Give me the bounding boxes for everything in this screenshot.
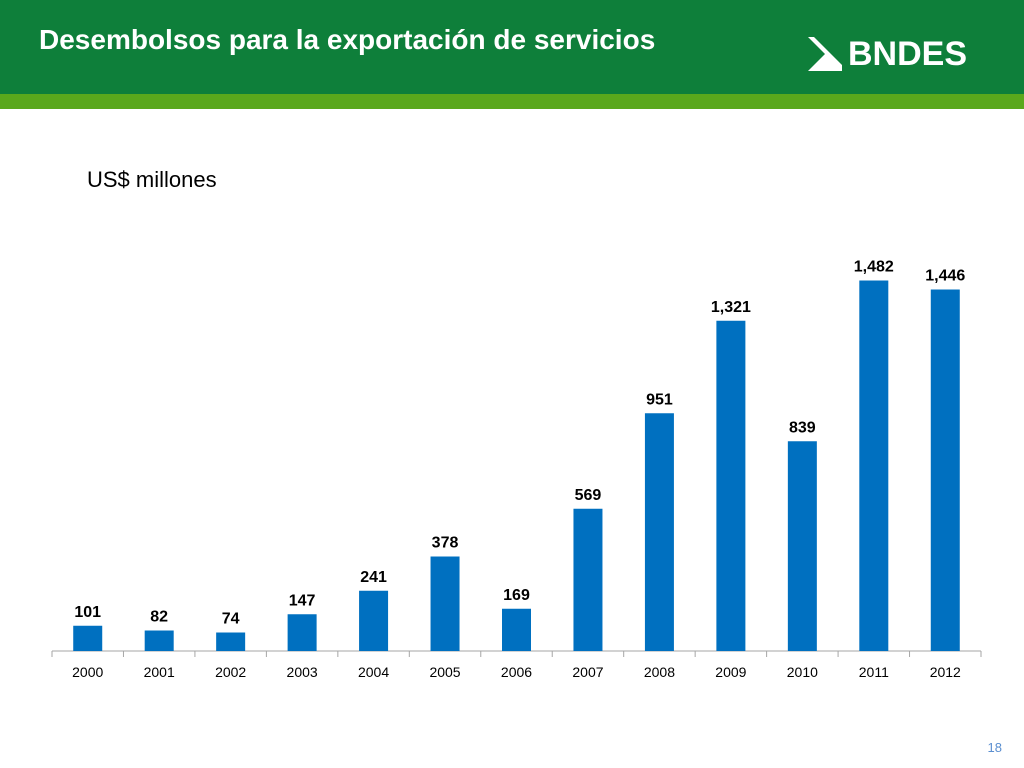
data-label-2010: 839 — [789, 419, 816, 436]
bar-2009 — [716, 320, 746, 651]
bar-2008 — [644, 413, 674, 651]
slide-title: Desembolsos para la exportación de servi… — [39, 24, 656, 55]
bar-2000 — [73, 625, 103, 651]
data-label-2006: 169 — [503, 587, 530, 604]
bndes-logo: BNDES — [808, 36, 967, 72]
x-tick-label-2009: 2009 — [715, 664, 746, 680]
x-tick-label-2005: 2005 — [429, 664, 460, 680]
bar-2002 — [216, 632, 246, 651]
x-tick-label-2006: 2006 — [501, 664, 532, 680]
bar-2005 — [430, 556, 460, 651]
bar-2003 — [287, 614, 317, 651]
x-tick-label-2012: 2012 — [930, 664, 961, 680]
x-tick-label-2001: 2001 — [144, 664, 175, 680]
bar-2012 — [930, 289, 960, 651]
x-tick-label-2004: 2004 — [358, 664, 389, 680]
x-tick-label-2003: 2003 — [287, 664, 318, 680]
logo-text: BNDES — [848, 35, 968, 73]
header-bar — [0, 0, 1024, 94]
header-stripe — [0, 94, 1024, 109]
x-tick-label-2010: 2010 — [787, 664, 818, 680]
unit-label: US$ millones — [87, 167, 217, 192]
data-label-2012: 1,446 — [925, 268, 965, 285]
data-label-2009: 1,321 — [711, 299, 751, 316]
data-label-2007: 569 — [575, 487, 602, 504]
data-label-2005: 378 — [432, 535, 459, 552]
bar-2006 — [502, 608, 531, 651]
x-tick-label-2011: 2011 — [859, 664, 889, 680]
data-label-2001: 82 — [150, 609, 168, 626]
x-tick-label-2007: 2007 — [572, 664, 603, 680]
bar-2001 — [144, 630, 174, 651]
data-label-2004: 241 — [360, 569, 387, 586]
bar-2004 — [359, 590, 389, 651]
data-label-2008: 951 — [646, 391, 673, 408]
bar-2011 — [859, 280, 889, 651]
page-number: 18 — [987, 740, 1002, 755]
bar-2010 — [787, 441, 817, 651]
data-label-2000: 101 — [74, 604, 101, 621]
x-tick-label-2002: 2002 — [215, 664, 246, 680]
x-tick-label-2000: 2000 — [72, 664, 103, 680]
bar-2007 — [573, 508, 603, 651]
data-label-2011: 1,482 — [854, 259, 894, 276]
data-label-2002: 74 — [222, 611, 240, 628]
x-tick-label-2008: 2008 — [644, 664, 675, 680]
bndes-logo-icon — [808, 37, 842, 71]
data-label-2003: 147 — [289, 592, 316, 609]
